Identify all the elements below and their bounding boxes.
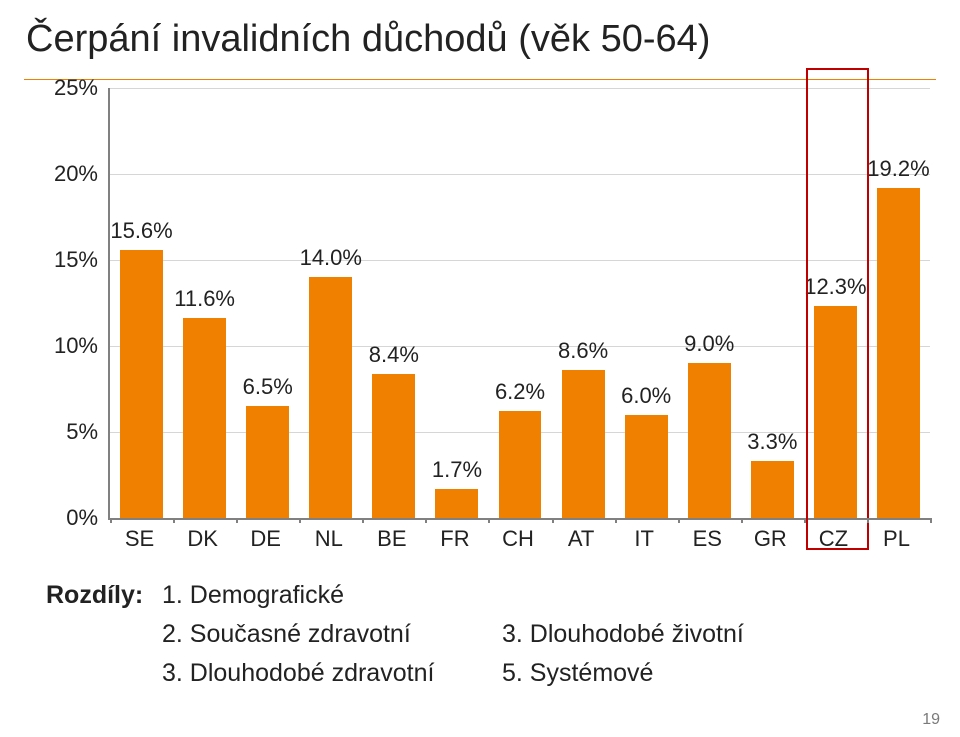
x-tick-label: NL	[297, 518, 360, 552]
x-tick-label: PL	[865, 518, 928, 552]
y-axis: 0%5%10%15%20%25%	[38, 88, 106, 518]
x-tick-label: CZ	[802, 518, 865, 552]
bar-value-label: 11.6%	[162, 286, 248, 312]
legend-item: 3. Dlouhodobé životní	[502, 615, 744, 654]
x-tick-label: CH	[486, 518, 549, 552]
x-tick-label: AT	[550, 518, 613, 552]
x-tick-label: DK	[171, 518, 234, 552]
bar-slot: 19.2%	[867, 88, 930, 518]
slide: Čerpání invalidních důchodů (věk 50-64) …	[0, 0, 960, 737]
legend-item: 1. Demografické	[162, 576, 502, 615]
bar: 6.5%	[246, 406, 289, 518]
y-tick-label: 25%	[54, 75, 98, 101]
x-tick-label: ES	[676, 518, 739, 552]
bar-slot: 14.0%	[299, 88, 362, 518]
legend-item: 5. Systémové	[502, 654, 653, 693]
bar-slot: 3.3%	[741, 88, 804, 518]
x-tick-label: GR	[739, 518, 802, 552]
x-tick-label: IT	[613, 518, 676, 552]
page-title: Čerpání invalidních důchodů (věk 50-64)	[26, 18, 936, 61]
bar-slot: 6.2%	[488, 88, 551, 518]
bar-chart: 0%5%10%15%20%25% 15.6%11.6%6.5%14.0%8.4%…	[38, 88, 934, 558]
bar-slot: 6.0%	[615, 88, 678, 518]
y-tick-label: 20%	[54, 161, 98, 187]
legend-item: 3. Dlouhodobé zdravotní	[162, 654, 502, 693]
x-tick	[930, 518, 932, 523]
plot-area: 15.6%11.6%6.5%14.0%8.4%1.7%6.2%8.6%6.0%9…	[108, 88, 930, 520]
bar: 6.0%	[625, 415, 668, 518]
bar-value-label: 6.0%	[603, 383, 689, 409]
bar: 8.4%	[372, 374, 415, 518]
bar: 15.6%	[120, 250, 163, 518]
bar-value-label: 14.0%	[288, 245, 374, 271]
bar-value-label: 6.5%	[225, 374, 311, 400]
x-tick-label: SE	[108, 518, 171, 552]
title-underline	[24, 78, 936, 80]
bar: 19.2%	[877, 188, 920, 518]
bar: 3.3%	[751, 461, 794, 518]
bar: 1.7%	[435, 489, 478, 518]
bar-value-label: 15.6%	[99, 218, 185, 244]
bar: 8.6%	[562, 370, 605, 518]
x-tick-label: FR	[423, 518, 486, 552]
bar-value-label: 8.6%	[540, 338, 626, 364]
bar-slot: 6.5%	[236, 88, 299, 518]
bar: 9.0%	[688, 363, 731, 518]
page-number: 19	[922, 711, 940, 729]
x-axis: SEDKDENLBEFRCHATITESGRCZPL	[108, 518, 928, 552]
bar-value-label: 6.2%	[477, 379, 563, 405]
bar-value-label: 9.0%	[666, 331, 752, 357]
bar: 6.2%	[499, 411, 542, 518]
legend: Rozdíly: 1. Demografické 2. Současné zdr…	[46, 576, 744, 692]
x-tick-label: DE	[234, 518, 297, 552]
bar-value-label: 3.3%	[729, 429, 815, 455]
bar: 11.6%	[183, 318, 226, 518]
bar-slot: 8.4%	[362, 88, 425, 518]
bar: 14.0%	[309, 277, 352, 518]
y-tick-label: 15%	[54, 247, 98, 273]
x-tick-label: BE	[360, 518, 423, 552]
legend-label: Rozdíly:	[46, 576, 162, 615]
y-tick-label: 5%	[66, 419, 98, 445]
bar-value-label: 8.4%	[351, 342, 437, 368]
bar-slot: 11.6%	[173, 88, 236, 518]
bar-slot: 1.7%	[425, 88, 488, 518]
y-tick-label: 0%	[66, 505, 98, 531]
highlight-box	[806, 68, 869, 550]
legend-item: 2. Současné zdravotní	[162, 615, 502, 654]
bar-value-label: 1.7%	[414, 457, 500, 483]
bar-slot: 8.6%	[552, 88, 615, 518]
y-tick-label: 10%	[54, 333, 98, 359]
